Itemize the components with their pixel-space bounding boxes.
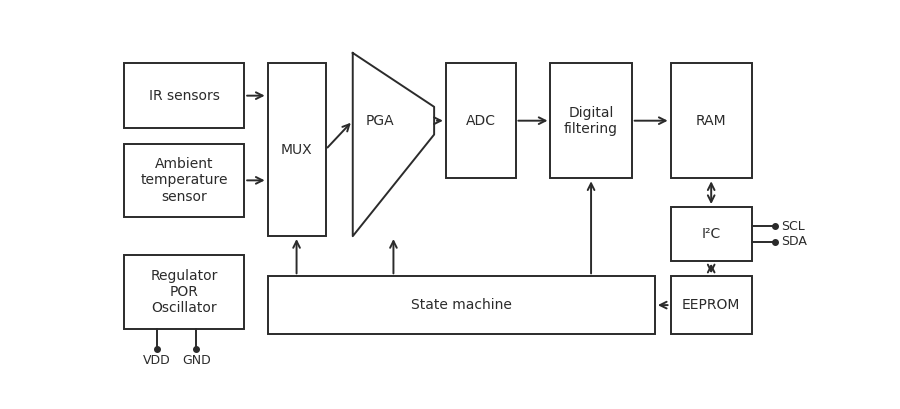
Text: PGA: PGA xyxy=(365,114,394,128)
Bar xyxy=(446,63,516,178)
Text: SCL: SCL xyxy=(781,220,806,233)
Text: State machine: State machine xyxy=(410,298,512,312)
Bar xyxy=(267,63,326,236)
Text: IR sensors: IR sensors xyxy=(148,89,220,103)
Bar xyxy=(124,256,244,328)
Text: EEPROM: EEPROM xyxy=(682,298,741,312)
Bar xyxy=(670,276,752,334)
Bar xyxy=(124,63,244,128)
Text: VDD: VDD xyxy=(143,355,170,367)
Text: ADC: ADC xyxy=(465,114,496,128)
Text: I²C: I²C xyxy=(702,227,721,241)
Bar xyxy=(267,276,655,334)
Text: Ambient
temperature
sensor: Ambient temperature sensor xyxy=(140,157,228,204)
Bar xyxy=(670,207,752,261)
Text: Digital
filtering: Digital filtering xyxy=(564,106,618,136)
Text: Regulator
POR
Oscillator: Regulator POR Oscillator xyxy=(150,269,218,315)
Bar xyxy=(551,63,632,178)
Bar xyxy=(670,63,752,178)
Text: SDA: SDA xyxy=(781,235,807,248)
Text: MUX: MUX xyxy=(281,143,312,157)
Text: RAM: RAM xyxy=(696,114,726,128)
Text: GND: GND xyxy=(182,355,211,367)
Bar xyxy=(124,144,244,217)
